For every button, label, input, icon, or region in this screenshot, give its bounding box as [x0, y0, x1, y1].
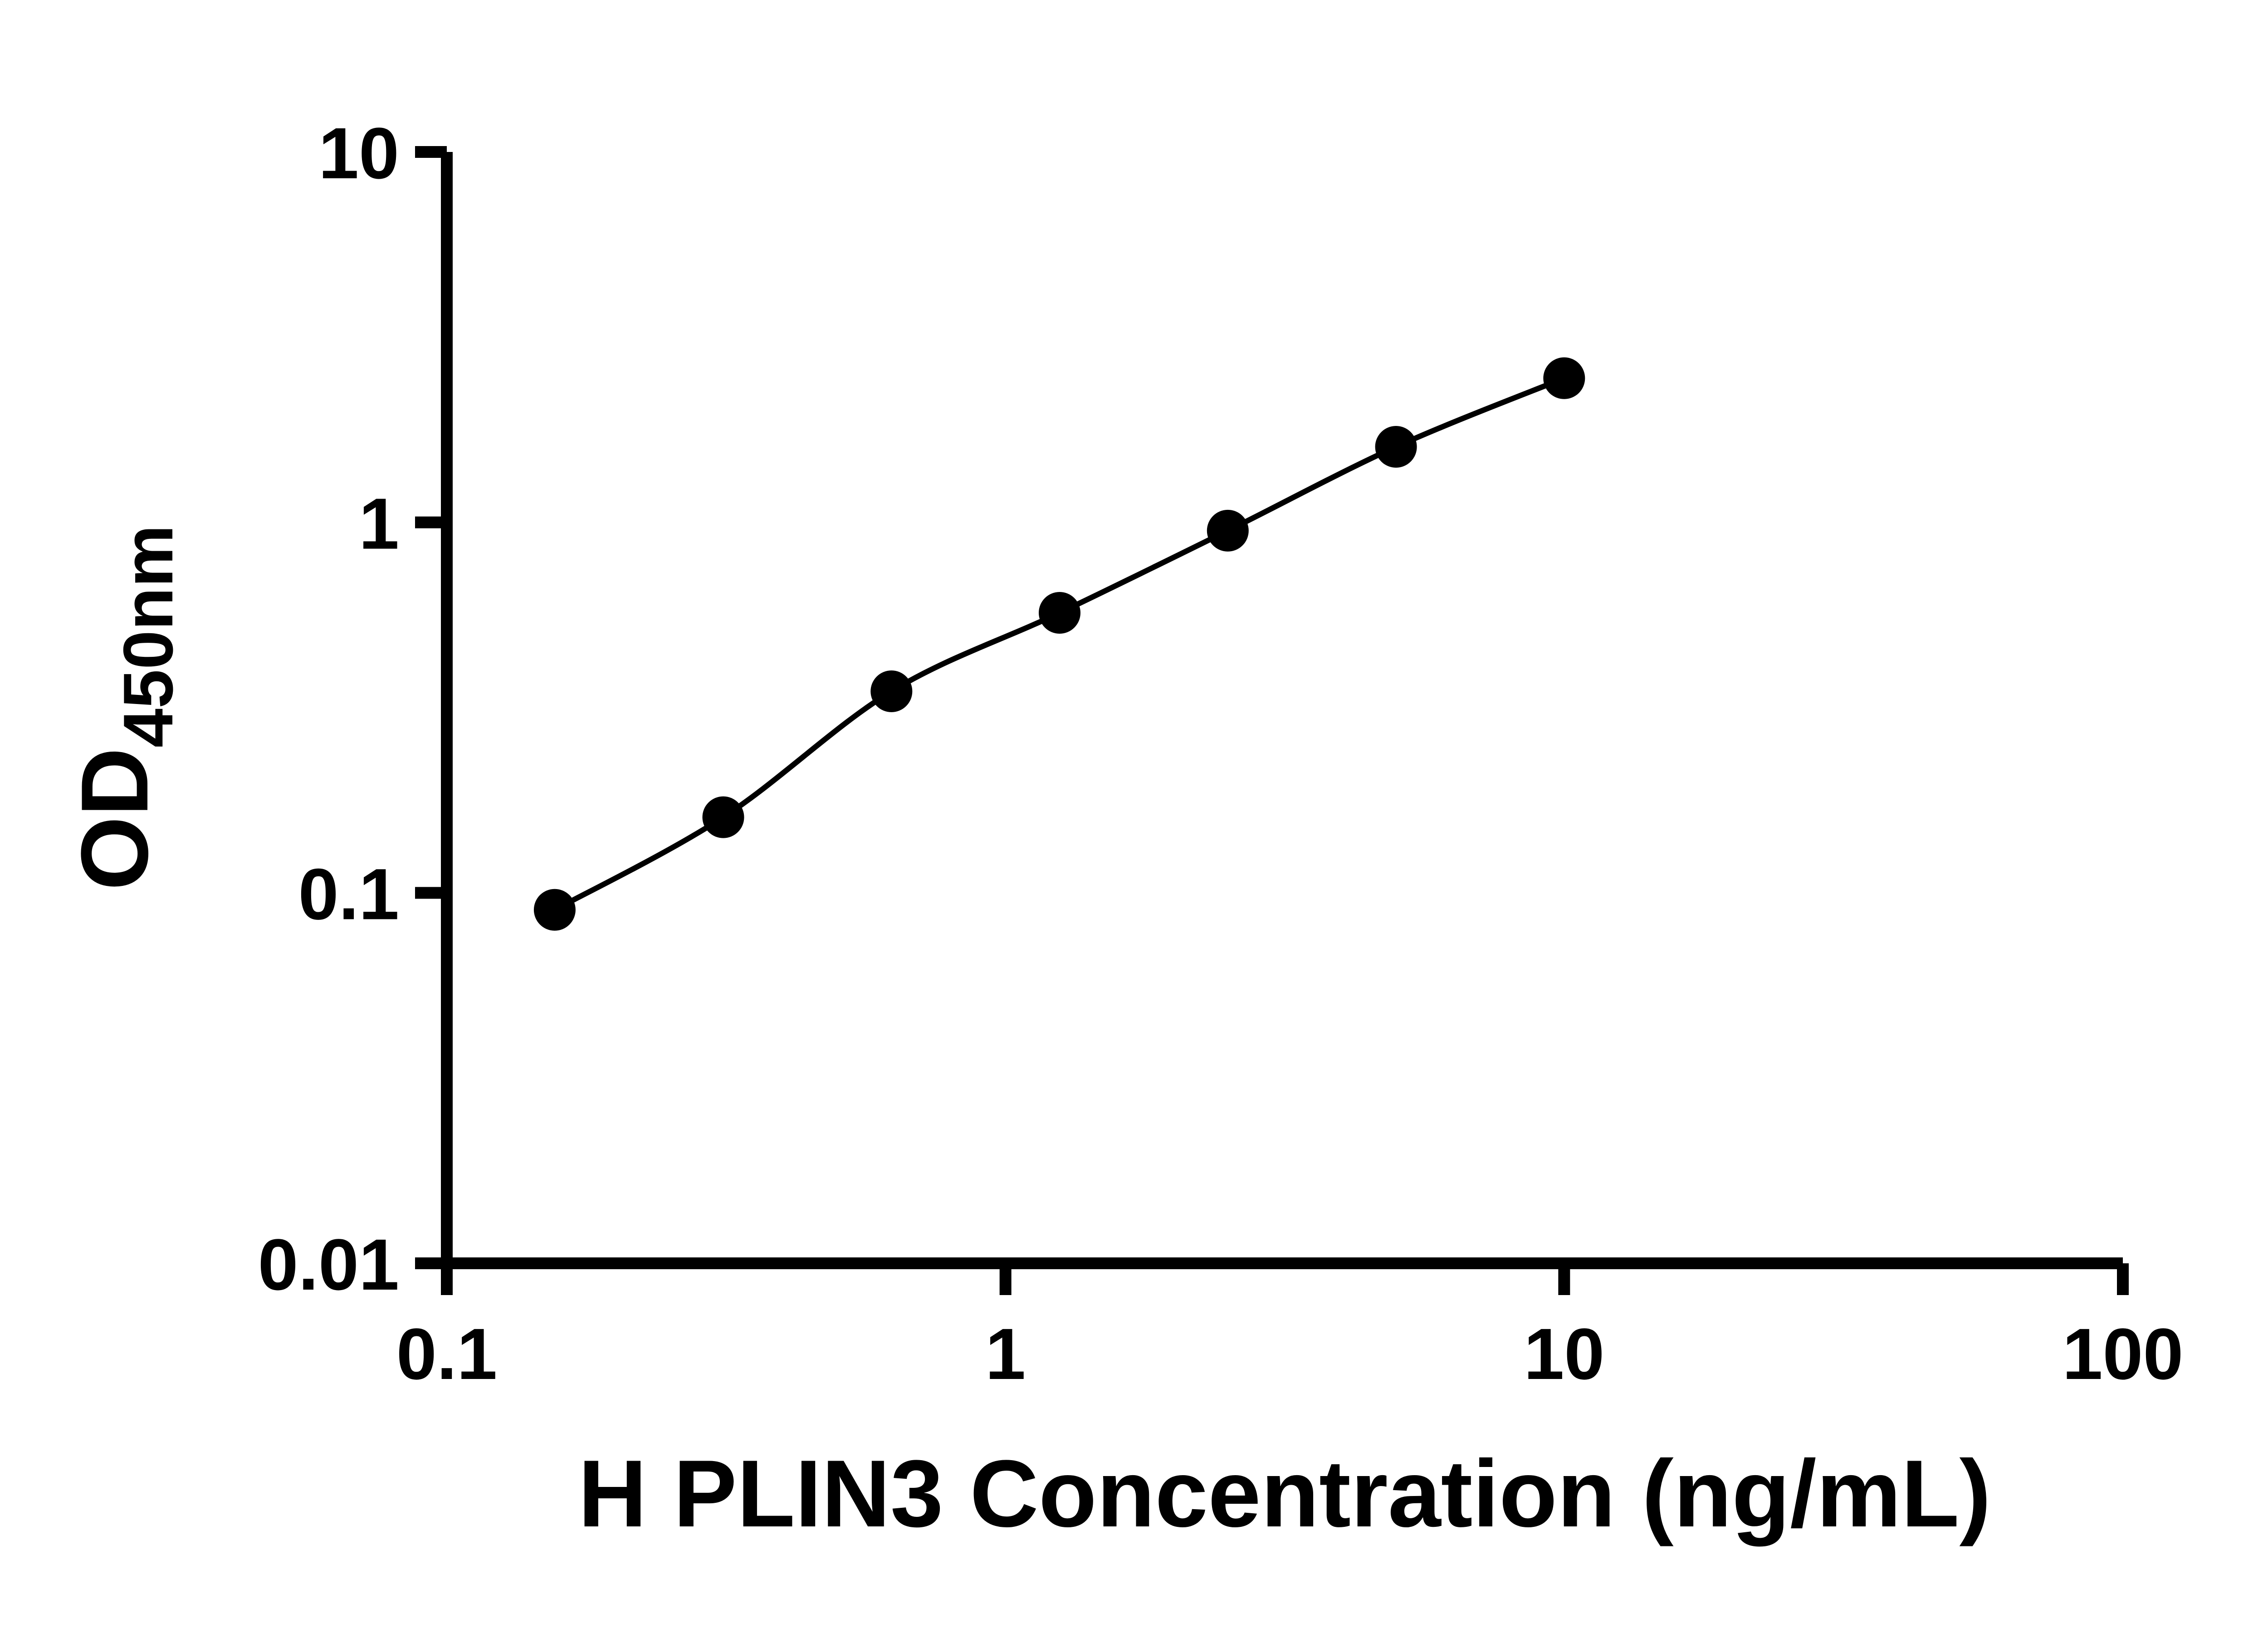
x-tick-label: 10 — [1524, 1313, 1604, 1394]
x-tick-label: 0.1 — [396, 1313, 497, 1394]
y-axis-title-subscript: 450nm — [109, 525, 187, 748]
data-point — [1207, 509, 1249, 552]
y-axis-title: OD450nm — [61, 525, 187, 890]
data-point — [1039, 592, 1080, 634]
axis-frame — [441, 152, 2123, 1269]
data-point — [533, 889, 576, 931]
y-axis-title-main: OD — [61, 748, 168, 890]
data-point — [870, 670, 913, 712]
data-point — [702, 796, 744, 838]
y-tick-label: 0.01 — [258, 1224, 399, 1305]
y-tick-label: 0.1 — [298, 853, 399, 934]
x-tick-label: 1 — [985, 1313, 1026, 1394]
x-axis-title: H PLIN3 Concentration (ng/mL) — [578, 1440, 1991, 1547]
x-tick-label: 100 — [2063, 1313, 2184, 1394]
y-tick-label: 10 — [318, 112, 399, 194]
series-group — [533, 357, 1585, 931]
y-tick-label: 1 — [359, 483, 399, 564]
data-point — [1543, 357, 1585, 399]
data-point — [1375, 426, 1417, 468]
